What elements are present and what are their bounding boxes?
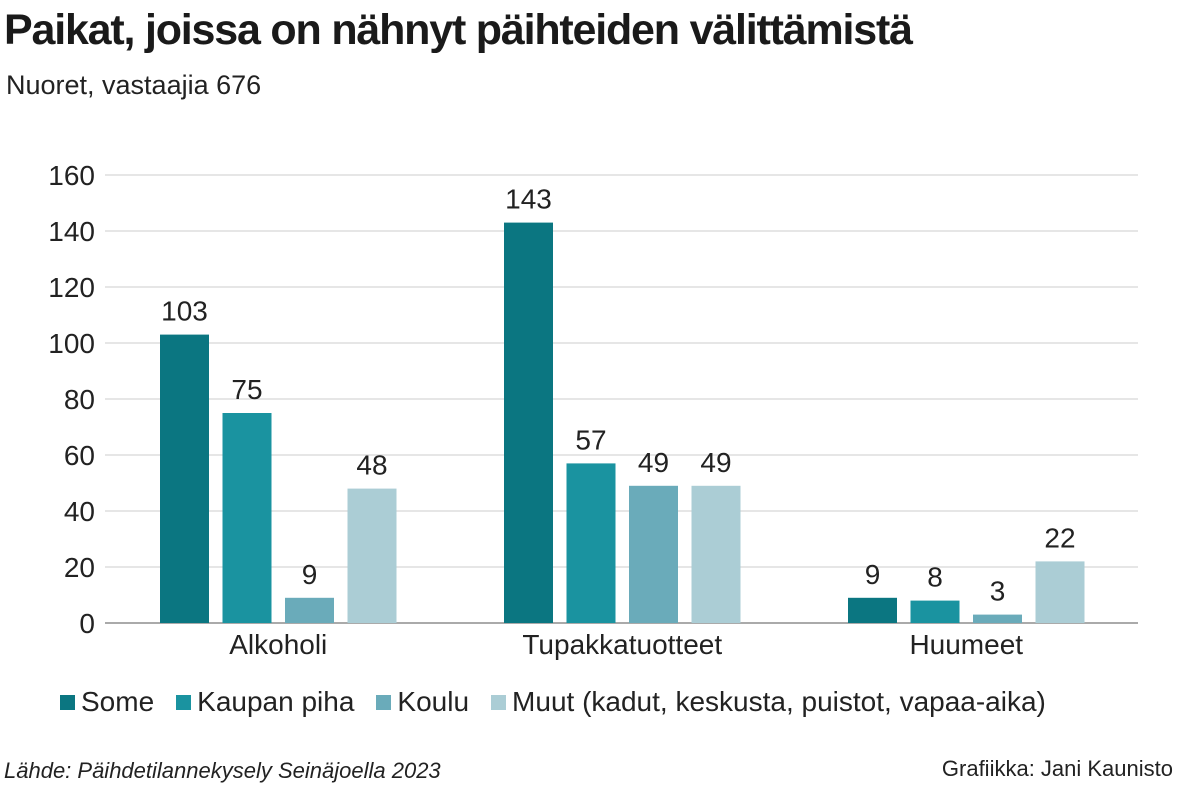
data-label: 49 xyxy=(638,447,669,478)
y-tick-label: 20 xyxy=(64,552,95,583)
credit-note: Grafiikka: Jani Kaunisto xyxy=(941,756,1173,781)
y-tick-label: 0 xyxy=(79,608,95,639)
data-label: 48 xyxy=(356,450,387,481)
legend-item: Kaupan piha xyxy=(176,686,354,718)
bar xyxy=(973,614,1022,623)
data-label: 75 xyxy=(231,374,262,405)
chart-subtitle: Nuoret, vastaajia 676 xyxy=(6,70,262,100)
bar xyxy=(691,485,741,623)
data-label: 57 xyxy=(575,424,606,455)
legend-swatch xyxy=(176,694,192,710)
bar xyxy=(222,413,272,623)
source-note: Lähde: Päihdetilannekysely Seinäjoella 2… xyxy=(4,758,441,783)
data-label: 9 xyxy=(302,559,318,590)
legend-label: Muut (kadut, keskusta, puistot, vapaa-ai… xyxy=(512,686,1046,717)
y-tick-label: 140 xyxy=(48,216,95,247)
bar xyxy=(629,485,678,623)
legend-label: Koulu xyxy=(397,686,470,717)
data-label: 103 xyxy=(161,296,208,327)
x-category-label: Tupakkatuotteet xyxy=(522,629,722,660)
bar xyxy=(285,597,334,623)
chart-title: Paikat, joissa on nähnyt päihteiden väli… xyxy=(4,6,913,54)
legend-item: Muut (kadut, keskusta, puistot, vapaa-ai… xyxy=(491,686,1046,718)
bar xyxy=(504,222,553,623)
bar xyxy=(566,463,616,623)
legend-swatch xyxy=(491,694,507,710)
data-label: 22 xyxy=(1044,522,1075,553)
legend-label: Some xyxy=(81,686,155,717)
legend-swatch xyxy=(60,694,75,710)
x-category-label: Huumeet xyxy=(909,629,1023,660)
legend-swatch xyxy=(376,694,392,710)
y-tick-label: 100 xyxy=(48,328,95,359)
bar xyxy=(160,334,209,623)
bar xyxy=(848,597,897,623)
legend-item: Koulu xyxy=(376,686,469,718)
legend-label: Kaupan piha xyxy=(197,686,355,717)
data-label: 49 xyxy=(700,447,731,478)
y-tick-label: 120 xyxy=(48,272,95,303)
data-label: 9 xyxy=(865,559,881,590)
bar xyxy=(347,488,397,623)
legend-item: Some xyxy=(60,686,154,718)
x-category-label: Alkoholi xyxy=(229,629,327,660)
legend: Some Kaupan piha Koulu Muut (kadut, keskust… xyxy=(60,686,1046,718)
data-label: 143 xyxy=(505,184,552,215)
bar xyxy=(1035,561,1085,623)
y-tick-label: 160 xyxy=(48,160,95,191)
y-tick-label: 40 xyxy=(64,496,95,527)
bar xyxy=(910,600,960,623)
y-tick-label: 60 xyxy=(64,440,95,471)
data-label: 8 xyxy=(927,562,943,593)
data-label: 3 xyxy=(990,576,1006,607)
y-tick-label: 80 xyxy=(64,384,95,415)
